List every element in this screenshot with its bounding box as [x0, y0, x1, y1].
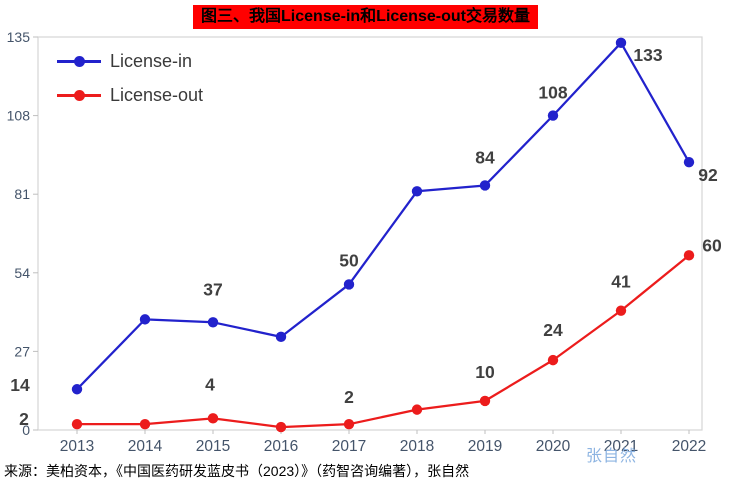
plot-border — [37, 36, 703, 431]
license-out-point-2016 — [275, 421, 287, 433]
license-in-point-2019 — [479, 180, 491, 191]
license-in-data-label: 108 — [538, 83, 567, 103]
x-axis-label: 2014 — [128, 438, 163, 455]
license-in-point-2015 — [207, 317, 219, 328]
x-axis-label: 2021 — [604, 438, 638, 455]
license-in-data-label: 84 — [475, 147, 495, 167]
license-out-point-2021 — [615, 305, 627, 316]
license-in-point-2016 — [275, 331, 287, 343]
license-in-data-label: 37 — [203, 279, 222, 299]
legend-label-license-in: License-in — [110, 50, 193, 71]
x-axis-label: 2018 — [400, 438, 434, 455]
license-in-data-label: 14 — [10, 375, 30, 395]
x-axis-label: 2013 — [60, 438, 94, 455]
license-out-data-label: 4 — [205, 374, 215, 394]
license-out-data-label: 10 — [475, 362, 495, 382]
license-out-point-2020 — [547, 354, 559, 366]
y-axis-label: 108 — [7, 108, 31, 124]
license-out-point-2013 — [71, 418, 83, 430]
license-in-point-2014 — [139, 314, 151, 325]
license-out-data-label: 60 — [702, 235, 722, 255]
license-out-marker-icon — [57, 88, 101, 102]
chart-title: 图三、我国License-in和License-out交易数量 — [193, 5, 538, 29]
y-axis-label: 135 — [7, 29, 31, 45]
license-out-data-label: 41 — [611, 272, 631, 292]
license-out-point-2018 — [411, 404, 423, 415]
license-out-point-2019 — [479, 395, 491, 407]
legend-item-license-in: License-in — [57, 44, 203, 78]
license-in-point-2017 — [343, 279, 355, 290]
y-axis-label: 54 — [14, 265, 30, 281]
x-axis-label: 2016 — [264, 438, 298, 455]
license-out-point-2017 — [343, 418, 355, 430]
title-row: 图三、我国License-in和License-out交易数量 — [0, 5, 731, 29]
license-in-point-2018 — [411, 186, 423, 197]
x-axis-label: 2022 — [672, 438, 706, 455]
license-in-point-2021 — [615, 37, 627, 49]
y-axis-label: 0 — [22, 422, 30, 438]
license-out-data-label: 24 — [543, 320, 563, 340]
license-out-point-2022 — [683, 250, 695, 261]
y-axis-label: 27 — [14, 343, 30, 359]
chart-legend: License-in License-out — [57, 44, 203, 112]
license-out-data-label: 2 — [19, 409, 29, 429]
license-in-point-2013 — [71, 384, 83, 395]
legend-item-license-out: License-out — [57, 78, 203, 112]
watermark: 张自然 — [586, 448, 638, 465]
license-in-point-2020 — [547, 110, 559, 121]
x-axis-label: 2015 — [196, 438, 230, 455]
x-axis-label: 2019 — [468, 438, 502, 455]
x-axis-label: 2017 — [332, 438, 366, 455]
license-out-data-label: 2 — [344, 387, 354, 407]
license-in-point-2022 — [683, 156, 695, 168]
license-in-marker-icon — [57, 54, 101, 68]
source-text: 来源：美柏资本，《中国医药研发蓝皮书（2023）》（药智咨询编著），张自然 — [4, 463, 470, 479]
y-axis-label: 81 — [14, 186, 30, 202]
x-axis-label: 2020 — [536, 438, 571, 455]
license-out-line — [77, 254, 690, 429]
license-in-data-label: 92 — [698, 165, 718, 185]
license-in-line — [76, 41, 690, 391]
legend-label-license-out: License-out — [110, 84, 204, 105]
license-in-data-label: 133 — [633, 45, 662, 65]
license-in-data-label: 50 — [339, 250, 359, 270]
license-out-point-2015 — [207, 413, 219, 424]
license-out-point-2014 — [139, 418, 151, 430]
